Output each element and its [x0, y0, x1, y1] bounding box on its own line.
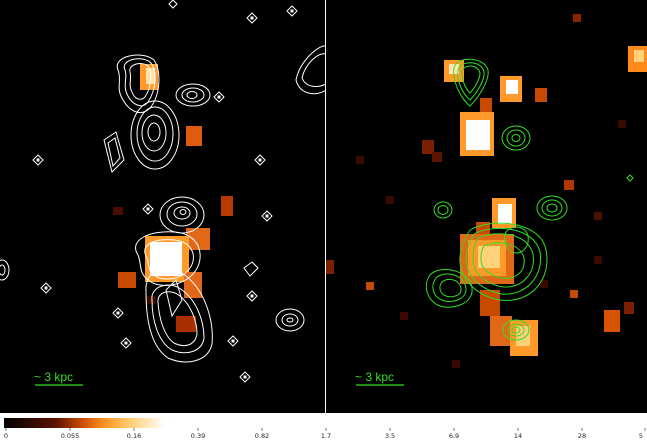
- colorbar-tick-label: 0.82: [255, 432, 269, 440]
- colorbar-tick-label: 0.055: [61, 432, 80, 440]
- colorbar-tick-label: 5: [639, 432, 643, 440]
- colorbar-tick-label: 0.39: [191, 432, 205, 440]
- colorbar-ticks: [5, 428, 646, 431]
- right-panel: ~ 3 kpc: [326, 0, 647, 413]
- right-scale-bar-label: ~ 3 kpc: [355, 370, 394, 384]
- left-panel: ~ 3 kpc: [0, 0, 327, 413]
- right-contours: [425, 58, 634, 341]
- right-scale-bar: ~ 3 kpc: [355, 370, 404, 386]
- left-contours: [0, 45, 327, 363]
- left-scale-bar-label: ~ 3 kpc: [34, 370, 73, 384]
- panel-divider: [325, 0, 326, 413]
- colorbar-tick-label: 0.16: [127, 432, 141, 440]
- right-panel-background: [326, 0, 647, 413]
- colorbar-gradient: [4, 418, 647, 428]
- colorbar: 0 0.055 0.16 0.39 0.82 1.7 3.5 6.9 14 28…: [4, 418, 647, 440]
- colorbar-tick-label: 3.5: [385, 432, 395, 440]
- colorbar-tick-label: 0: [4, 432, 8, 440]
- colorbar-tick-label: 28: [578, 432, 586, 440]
- colorbar-tick-label: 1.7: [321, 432, 331, 440]
- left-scale-bar: ~ 3 kpc: [34, 370, 83, 386]
- colorbar-tick-label: 6.9: [449, 432, 459, 440]
- colorbar-tick-label: 14: [514, 432, 522, 440]
- left-diamond-markers: [32, 0, 298, 383]
